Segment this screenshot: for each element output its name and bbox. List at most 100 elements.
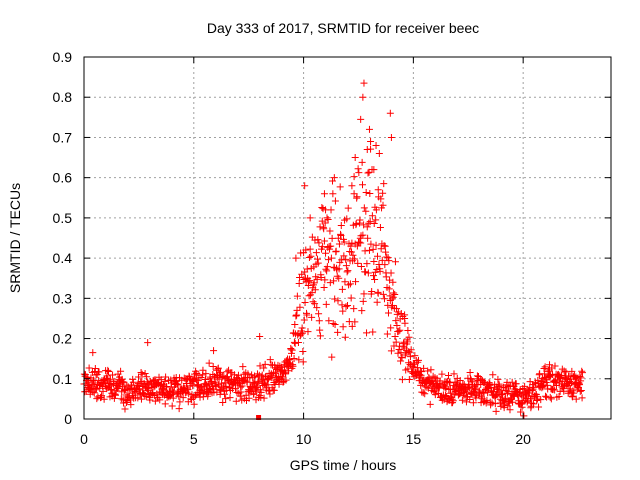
data-point [421, 390, 429, 398]
data-point [394, 349, 402, 357]
data-point [363, 223, 371, 231]
data-point [306, 214, 314, 222]
data-point [316, 326, 324, 334]
data-point [576, 387, 584, 395]
data-point [380, 242, 388, 250]
data-point [491, 381, 499, 389]
data-point [365, 246, 373, 254]
data-point [350, 173, 358, 181]
data-point [562, 368, 570, 376]
data-point [362, 207, 370, 215]
data-point [330, 174, 338, 182]
data-point [568, 367, 576, 375]
data-point [320, 237, 328, 245]
data-point [404, 365, 412, 373]
data-point [353, 193, 361, 201]
data-point [239, 363, 247, 371]
data-point [392, 338, 400, 346]
data-point [291, 339, 299, 347]
data-point [387, 347, 395, 355]
data-point [387, 324, 395, 332]
data-point [327, 242, 335, 250]
data-point [261, 360, 269, 368]
data-point [276, 362, 284, 370]
data-point [355, 238, 363, 246]
data-point [509, 391, 517, 399]
data-point [570, 371, 578, 379]
data-point [424, 367, 432, 375]
data-point [315, 310, 323, 318]
data-point [308, 313, 316, 321]
y-tick-label: 0.4 [53, 250, 73, 266]
y-tick-label: 0.8 [53, 89, 73, 105]
data-point [163, 382, 171, 390]
data-point [414, 358, 422, 366]
data-point [310, 279, 318, 287]
data-point [320, 190, 328, 198]
data-point [572, 395, 580, 403]
data-point [487, 401, 495, 409]
data-point [303, 265, 311, 273]
data-point [364, 269, 372, 277]
data-point [305, 254, 313, 262]
y-tick-label: 0.3 [53, 290, 73, 306]
data-point [472, 385, 480, 393]
data-point [351, 154, 359, 162]
data-point [256, 362, 264, 370]
data-point [308, 289, 316, 297]
data-point [546, 361, 554, 369]
data-point [391, 290, 399, 298]
data-point [334, 297, 342, 305]
data-point [396, 326, 404, 334]
data-point [541, 392, 549, 400]
data-point [397, 357, 405, 365]
data-point [388, 295, 396, 303]
data-point [529, 400, 537, 408]
data-point [129, 375, 137, 383]
data-point [313, 304, 321, 312]
data-point [383, 330, 391, 338]
data-point [190, 400, 198, 408]
data-point [366, 190, 374, 198]
data-point [341, 278, 349, 286]
data-point [351, 318, 359, 326]
data-point [98, 392, 106, 400]
data-point [372, 206, 380, 214]
data-point [143, 373, 151, 381]
data-point [492, 407, 500, 415]
data-point [373, 266, 381, 274]
data-point [541, 363, 549, 371]
data-point [159, 390, 167, 398]
data-point [141, 391, 149, 399]
data-point [512, 387, 520, 395]
data-point [357, 239, 365, 247]
data-point [429, 372, 437, 380]
data-point [350, 190, 358, 198]
data-point [336, 183, 344, 191]
data-point [335, 240, 343, 248]
data-point [292, 254, 300, 262]
data-point [304, 328, 312, 336]
data-point [295, 280, 303, 288]
data-point [85, 364, 93, 372]
data-point [282, 376, 290, 384]
data-point [210, 347, 218, 355]
data-point [341, 333, 349, 341]
data-point [317, 274, 325, 282]
data-point [214, 364, 222, 372]
data-point [306, 277, 314, 285]
data-point [176, 398, 184, 406]
data-point [377, 245, 385, 253]
data-point [99, 387, 107, 395]
data-point [167, 379, 175, 387]
data-point [517, 408, 525, 416]
data-point [219, 399, 227, 407]
data-point [337, 232, 345, 240]
data-point [538, 382, 546, 390]
data-point [395, 327, 403, 335]
data-point [492, 392, 500, 400]
data-point [438, 370, 446, 378]
data-point [369, 328, 377, 336]
data-point [537, 396, 545, 404]
